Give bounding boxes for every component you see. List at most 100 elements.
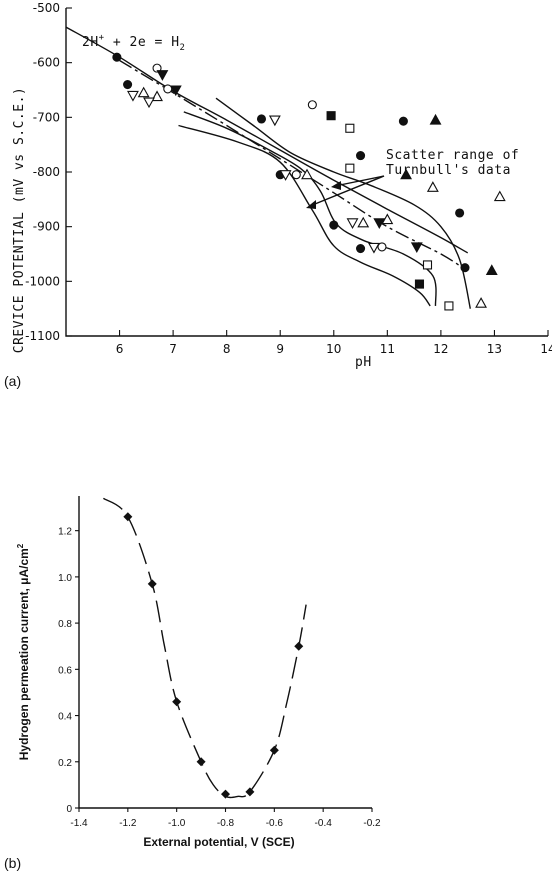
chart-b-point-diamond [221, 789, 230, 799]
chart-a-y-ticks: -500 -600 -700 -800 -900 -1000 -1100 [25, 1, 72, 343]
chart-a-y-tick-label: -1100 [25, 329, 60, 343]
chart-a-point-filled-triangle-up [400, 168, 413, 180]
chart-b-point-diamond [269, 745, 279, 755]
chart-a-y-tick-label: -700 [33, 110, 60, 124]
chart-a-point-filled-circle [256, 114, 267, 124]
chart-b-x-tick-label: -0.4 [315, 818, 333, 829]
chart-a-x-tick-label: 7 [169, 342, 177, 356]
chart-b: -1.4 -1.2 -1.0 -0.8 -0.6 -0.4 -0.2 00.20.40.60… [4, 496, 381, 871]
chart-a-point-open-circle [163, 84, 173, 94]
chart-a-point-open-circle [307, 100, 317, 110]
chart-b-y-tick-label: 0 [66, 804, 72, 815]
chart-a-point-filled-circle [356, 243, 366, 254]
panel-label-a: (a) [4, 373, 21, 389]
chart-a-point-filled-circle [460, 263, 470, 273]
chart-a-x-tick-label: 8 [223, 342, 231, 356]
chart-a-y-tick-label: -800 [33, 165, 60, 179]
chart-a-point-filled-square [326, 111, 336, 121]
chart-a-annotation-line2: Turnbull's data [386, 163, 511, 178]
chart-a-x-tick-label: 6 [116, 342, 124, 356]
chart-a-point-open-triangle-up [301, 168, 313, 180]
chart-a-line-scatter-inner [178, 124, 431, 307]
chart-a-point-filled-triangle-down [156, 70, 169, 81]
chart-a-point-open-circle [377, 242, 387, 252]
chart-a-line-h2-equilibrium [65, 26, 469, 254]
chart-a-y-tick-label: -500 [33, 1, 60, 15]
chart-a-point-open-circle [152, 63, 162, 73]
chart-b-y-tick-label: 1.0 [58, 573, 72, 584]
chart-a-point-open-triangle-down [368, 242, 380, 254]
chart-a-point-open-triangle-up [357, 216, 370, 228]
chart-b-point-diamond [123, 512, 133, 522]
chart-b-y-tick-label: 0.2 [58, 758, 72, 769]
chart-a-x-tick-label: 10 [326, 342, 341, 356]
chart-a-point-filled-square [414, 279, 425, 289]
annotation-arrow-2-head [331, 181, 341, 190]
chart-a-point-filled-circle [329, 220, 339, 230]
chart-a-point-filled-triangle-up [429, 113, 442, 125]
chart-b-markers [123, 512, 304, 799]
chart-a-y-tick-label: -1000 [25, 274, 60, 288]
eq-sup: + [99, 33, 105, 43]
chart-a-point-filled-circle [398, 116, 408, 126]
chart-a-equation: 2H+ + 2e = H2 [82, 33, 185, 53]
chart-a-point-open-triangle-up [475, 297, 487, 308]
chart-a-x-label: pH [355, 355, 372, 370]
chart-a: 6 7 8 9 10 11 12 13 14 -500 -600 -700 -800 -900 -1000… [4, 1, 552, 389]
chart-a-line-scatter-lower [183, 111, 437, 306]
chart-a-point-open-triangle-down [268, 115, 281, 127]
chart-b-x-ticks: -1.4 -1.2 -1.0 -0.8 -0.6 -0.4 -0.2 [70, 808, 381, 829]
chart-a-point-open-triangle-down [127, 90, 139, 102]
chart-a-point-open-triangle-up [493, 190, 506, 202]
chart-a-x-tick-label: 9 [276, 342, 284, 356]
chart-a-point-filled-circle [123, 79, 133, 90]
chart-b-point-diamond [196, 757, 206, 767]
chart-a-point-filled-triangle-up [485, 264, 498, 275]
chart-a-point-open-triangle-up [151, 90, 163, 102]
annotation-arrow-2 [334, 175, 385, 187]
chart-b-y-tick-label: 1.2 [58, 527, 72, 538]
annotation-arrow-1 [309, 175, 385, 207]
chart-a-point-filled-circle [455, 208, 465, 218]
chart-b-y-label-text: Hydrogen permeation current, μA/cm [17, 548, 31, 760]
chart-b-y-tick-label: 0.8 [58, 619, 72, 630]
chart-a-point-filled-triangle-down [169, 85, 182, 97]
chart-a-point-filled-circle [112, 52, 122, 62]
chart-b-x-label: External potential, V (SCE) [143, 835, 294, 849]
eq-mid: + 2e = H [105, 35, 180, 50]
chart-a-annotation-line1: Scatter range of [386, 148, 519, 163]
chart-a-line-scatter-upper [215, 97, 471, 309]
annotation-arrow-1-head [306, 200, 316, 209]
chart-a-point-open-triangle-down [279, 170, 292, 181]
chart-b-y-tick-label: 0.6 [58, 665, 72, 676]
chart-b-y-label: Hydrogen permeation current, μA/cm2 [16, 543, 31, 760]
chart-a-x-tick-label: 14 [540, 342, 552, 356]
chart-b-x-tick-label: -1.0 [168, 818, 186, 829]
chart-a-x-ticks: 6 7 8 9 10 11 12 13 14 [116, 330, 552, 356]
chart-b-point-diamond [294, 641, 304, 651]
panel-label-b: (b) [4, 855, 21, 871]
chart-a-point-open-square [422, 260, 433, 270]
chart-a-x-tick-label: 12 [433, 342, 448, 356]
chart-b-y-ticks: 0 0.2 0.4 0.6 0.8 1.0 1.2 [58, 527, 79, 815]
chart-b-x-tick-label: -0.8 [217, 818, 235, 829]
chart-b-y-tick-label: 0.4 [58, 712, 72, 723]
chart-b-axes [78, 496, 372, 809]
eq-base: 2H [82, 35, 99, 50]
chart-b-x-tick-label: -0.6 [266, 818, 284, 829]
chart-a-point-filled-triangle-down [410, 242, 423, 254]
chart-a-point-open-square [345, 123, 355, 133]
chart-a-point-filled-triangle-down [373, 218, 386, 229]
chart-a-point-open-square [444, 301, 454, 311]
chart-a-point-open-square [345, 163, 355, 173]
chart-a-x-tick-label: 13 [487, 342, 502, 356]
chart-b-x-tick-label: -0.2 [363, 818, 381, 829]
chart-a-y-tick-label: -600 [33, 56, 60, 70]
chart-b-point-diamond [172, 697, 182, 707]
chart-a-point-open-triangle-up [137, 86, 150, 98]
chart-a-y-label: CREVICE POTENTIAL (mV vs S.C.E.) [12, 87, 27, 353]
chart-a-point-open-triangle-down [143, 97, 155, 109]
chart-b-x-tick-label: -1.4 [70, 818, 88, 829]
chart-b-y-label-sup: 2 [16, 543, 25, 548]
